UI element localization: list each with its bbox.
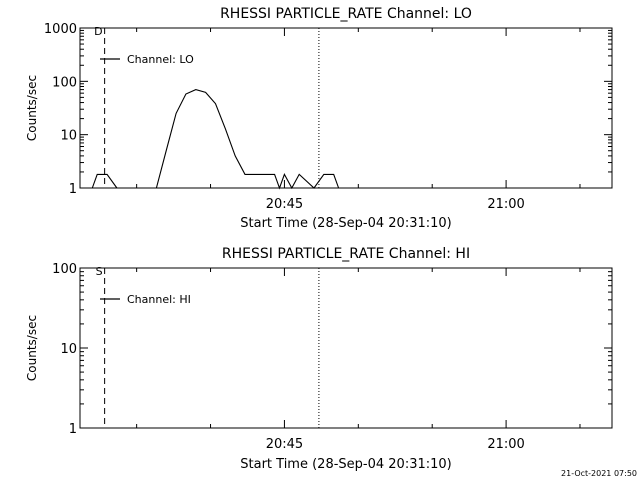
y-tick-label: 1 (69, 182, 77, 197)
chart-title: RHESSI PARTICLE_RATE Channel: LO (220, 6, 472, 22)
y-axis-label: Counts/sec (25, 75, 39, 141)
chart-panel-hi: RHESSI PARTICLE_RATE Channel: HI Start Ti… (25, 246, 613, 472)
chart-title: RHESSI PARTICLE_RATE Channel: HI (222, 246, 470, 262)
x-tick-label: 21:00 (487, 197, 524, 212)
y-tick-label: 1000 (44, 22, 77, 37)
legend-label: Channel: HI (127, 293, 191, 306)
event-marker-label: S (96, 265, 103, 278)
y-tick-label: 1 (69, 422, 77, 437)
x-tick-label: 20:45 (266, 437, 303, 452)
footer-timestamp: 21-Oct-2021 07:50 (561, 469, 637, 478)
chart-panel-lo: RHESSI PARTICLE_RATE Channel: LO Start Ti… (25, 6, 613, 231)
x-axis-label: Start Time (28-Sep-04 20:31:10) (240, 457, 451, 472)
y-tick-label: 10 (60, 129, 77, 144)
y-axis-label: Counts/sec (25, 315, 39, 381)
x-tick-label: 21:00 (487, 437, 524, 452)
series-line-segment (155, 89, 340, 190)
event-marker-label: D (94, 25, 102, 38)
y-tick-label: 10 (60, 342, 77, 357)
y-tick-label: 100 (52, 75, 77, 90)
series-line-segment (80, 173, 118, 189)
plot-frame (79, 267, 613, 429)
y-tick-label: 100 (52, 262, 77, 277)
plot-frame (79, 27, 613, 189)
x-tick-label: 20:45 (266, 197, 303, 212)
x-axis-label: Start Time (28-Sep-04 20:31:10) (240, 216, 451, 231)
legend-label: Channel: LO (127, 53, 194, 66)
